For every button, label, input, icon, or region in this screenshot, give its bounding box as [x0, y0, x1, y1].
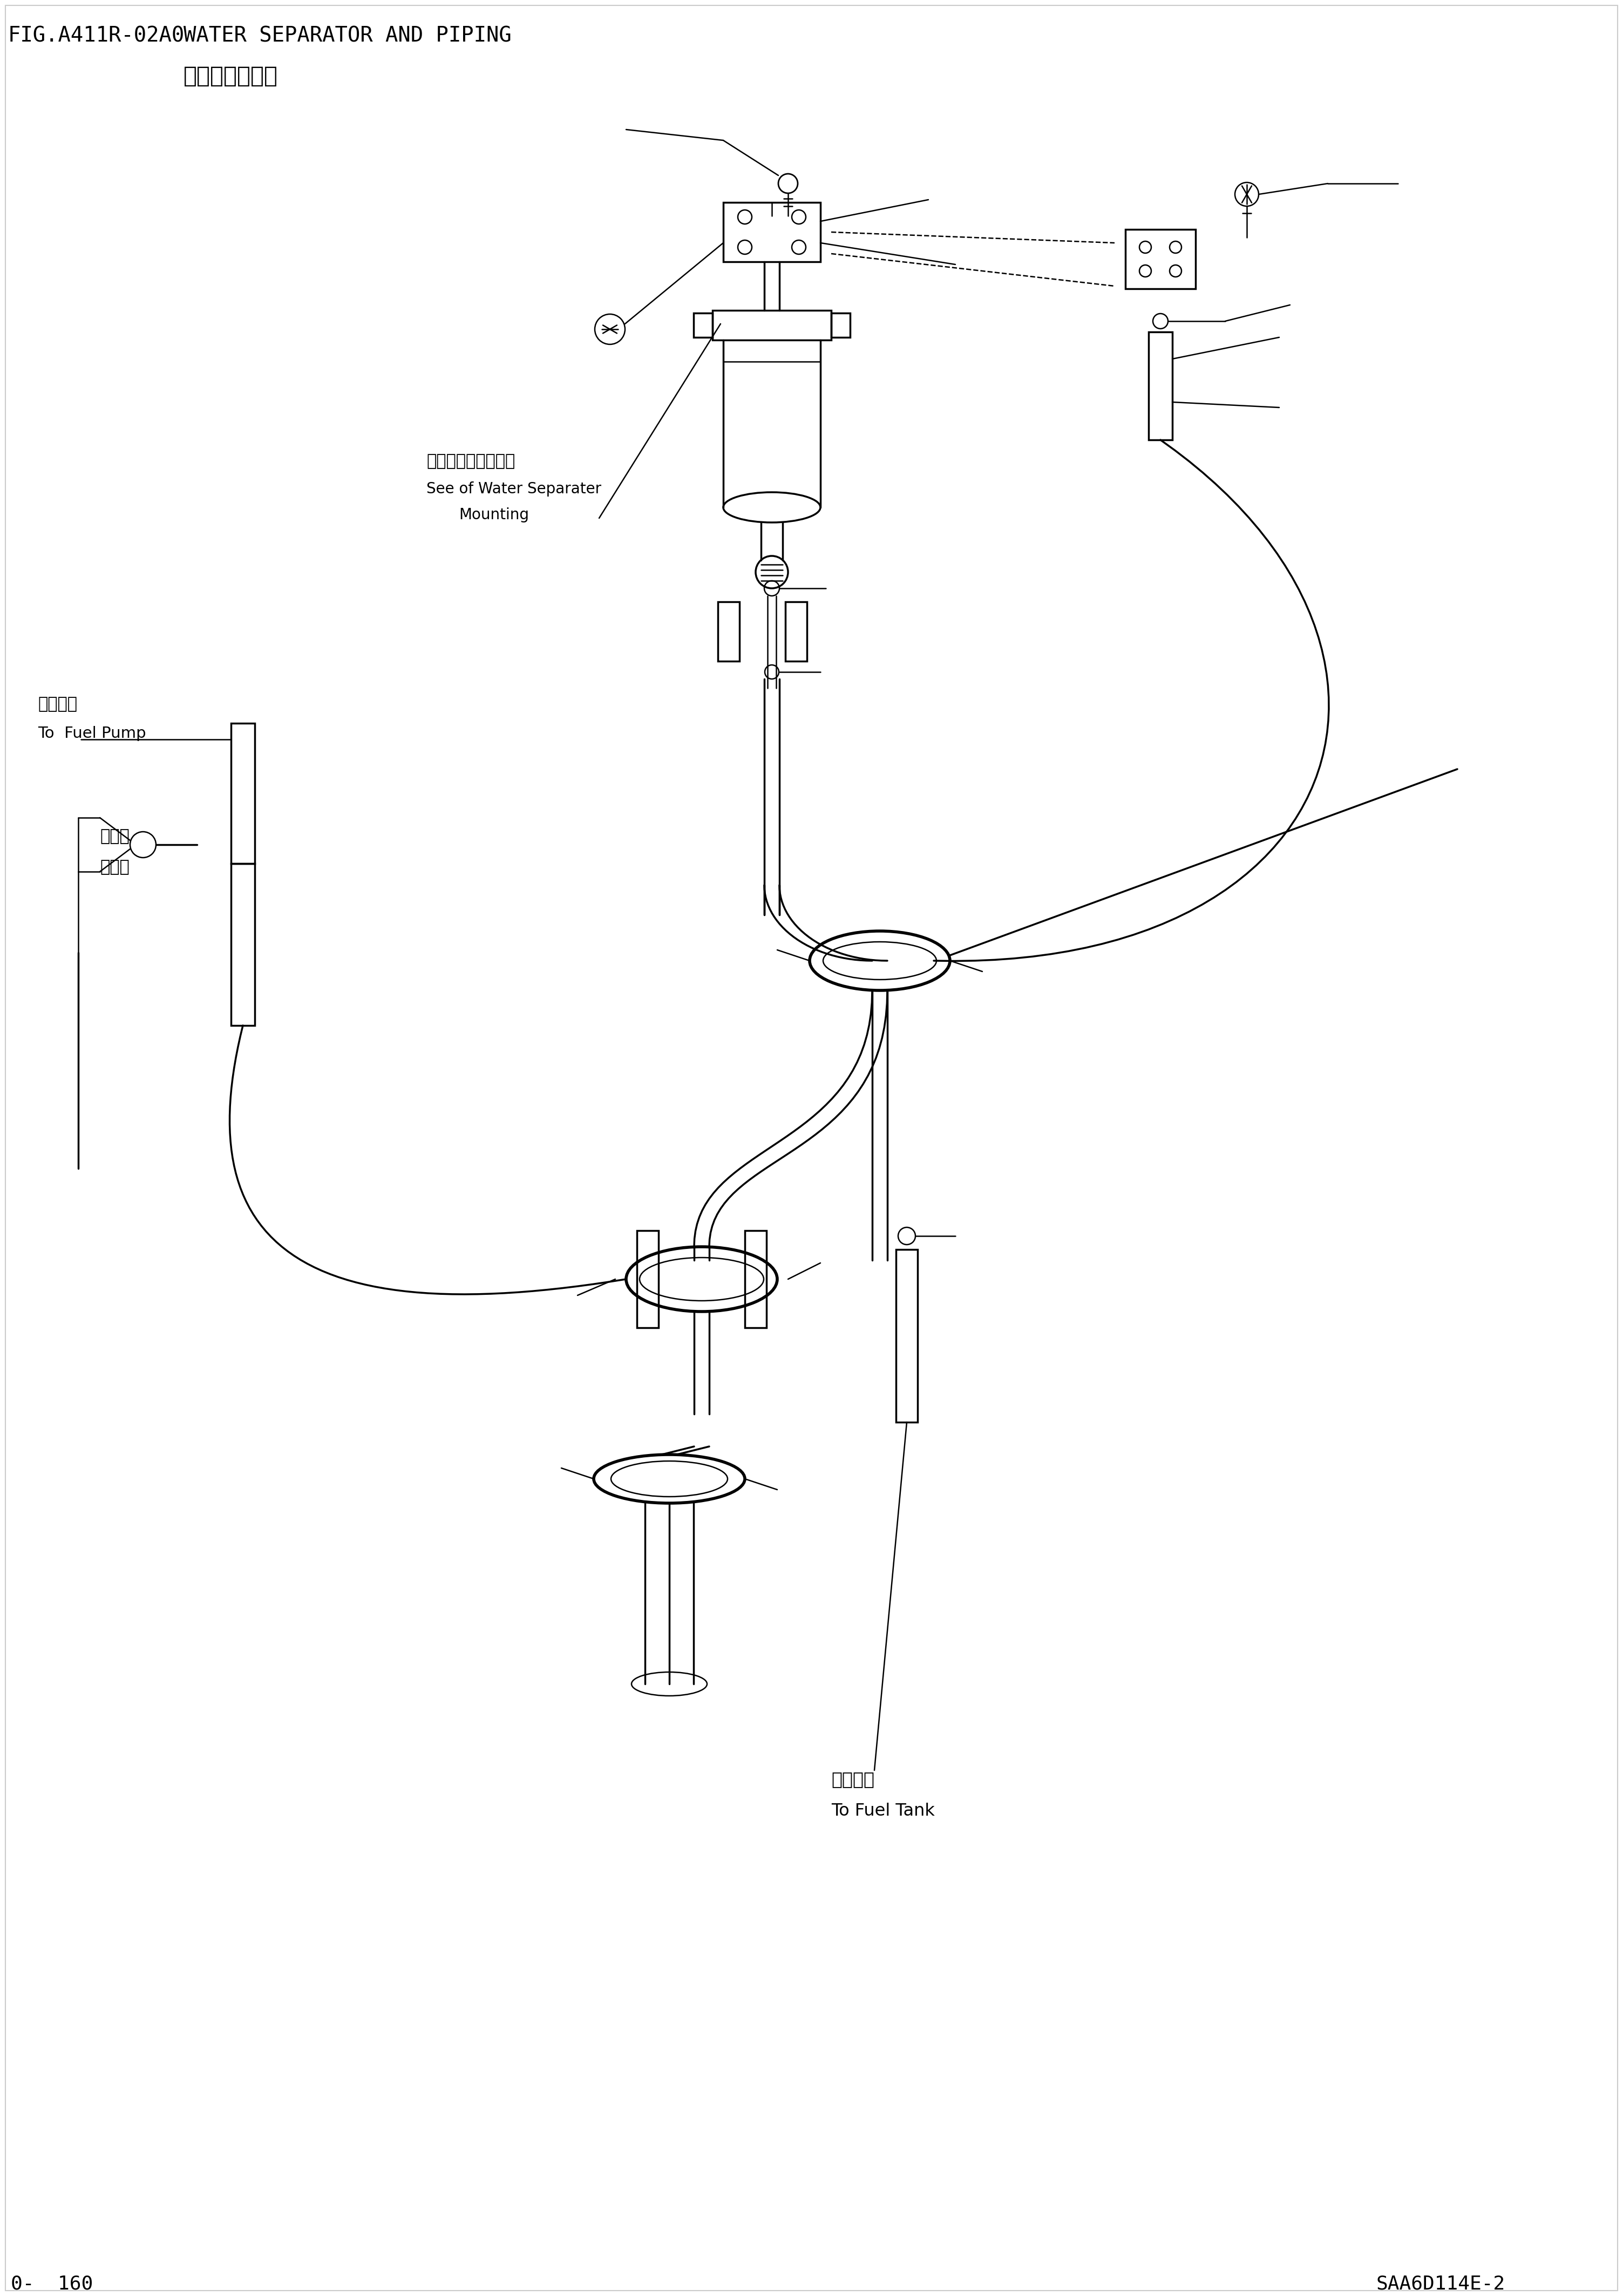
Bar — [786, 602, 807, 661]
Bar — [831, 312, 850, 338]
Bar — [724, 202, 820, 262]
Bar — [745, 1231, 766, 1327]
Text: To  Fuel Pump: To Fuel Pump — [37, 726, 146, 742]
Text: 消音器: 消音器 — [101, 829, 130, 845]
Text: 到燃油泵: 到燃油泵 — [37, 696, 78, 712]
Bar — [230, 723, 255, 863]
Text: SAA6D114E-2: SAA6D114E-2 — [1376, 2275, 1506, 2294]
Bar — [896, 1249, 917, 1421]
Bar — [693, 312, 712, 338]
Bar — [636, 1231, 659, 1327]
Bar — [717, 602, 740, 661]
Text: 排水管: 排水管 — [101, 859, 130, 875]
Bar — [230, 863, 255, 1026]
Text: Mounting: Mounting — [459, 507, 529, 523]
Text: WATER SEPARATOR AND PIPING: WATER SEPARATOR AND PIPING — [183, 25, 511, 46]
Text: See of Water Separater: See of Water Separater — [427, 482, 602, 496]
Text: 水分离器和管道: 水分离器和管道 — [183, 64, 278, 87]
Text: 参见油水分离器安装: 参见油水分离器安装 — [427, 452, 514, 468]
Text: FIG.A411R-02A0: FIG.A411R-02A0 — [8, 25, 185, 46]
Text: 到燃油筱: 到燃油筱 — [831, 1770, 875, 1789]
Text: 0-  160: 0- 160 — [11, 2275, 93, 2294]
Text: To Fuel Tank: To Fuel Tank — [831, 1802, 935, 1818]
Bar — [1125, 230, 1196, 289]
Bar — [1149, 333, 1172, 441]
Bar — [712, 310, 831, 340]
